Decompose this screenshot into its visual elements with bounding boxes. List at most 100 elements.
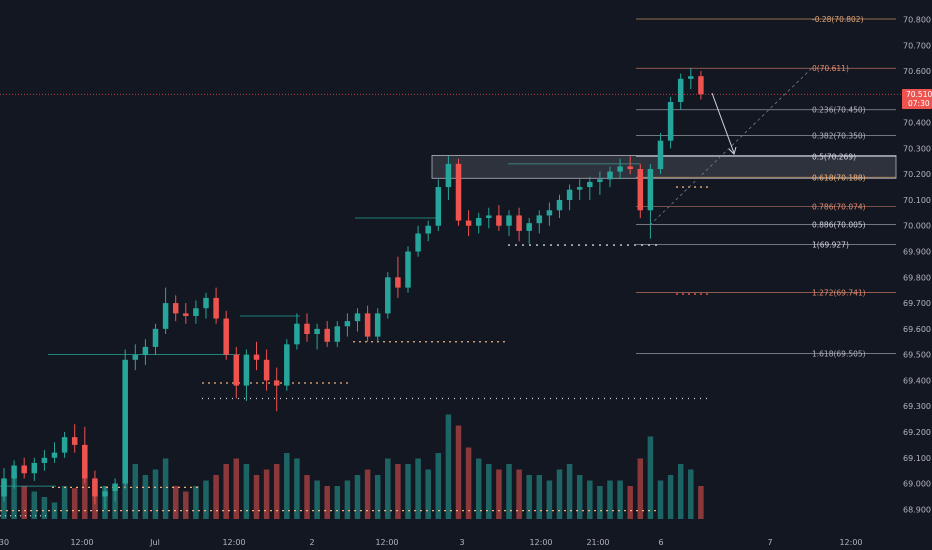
volume-bar bbox=[556, 469, 563, 519]
volume-bar bbox=[698, 486, 704, 519]
candle-body bbox=[385, 277, 391, 314]
x-tick-label: 12:00 bbox=[839, 538, 862, 547]
y-tick-label: 69.500 bbox=[903, 351, 931, 360]
candle-body bbox=[71, 437, 78, 445]
candle-body bbox=[41, 457, 48, 463]
candle-body bbox=[112, 483, 118, 492]
y-tick-label: 69.200 bbox=[903, 428, 931, 437]
candle-body bbox=[122, 359, 128, 484]
volume-bar bbox=[395, 464, 401, 519]
candle-body bbox=[1, 478, 7, 497]
volume-bar bbox=[597, 486, 603, 519]
y-tick-label: 70.400 bbox=[903, 119, 931, 128]
candle-body bbox=[587, 181, 593, 188]
y-tick-label: 68.900 bbox=[903, 505, 931, 514]
fib-level-label: 0.786(70.074) bbox=[812, 203, 866, 212]
volume-bar bbox=[435, 453, 442, 519]
candle-body bbox=[395, 277, 401, 288]
volume-bar bbox=[314, 480, 320, 519]
volume-bar bbox=[546, 480, 553, 519]
candle-body bbox=[344, 321, 351, 327]
volume-bar bbox=[61, 486, 68, 519]
volume-bar bbox=[455, 425, 462, 519]
volume-bar bbox=[132, 464, 139, 519]
candle-body bbox=[162, 303, 169, 329]
volume-bar bbox=[82, 469, 88, 519]
candle-body bbox=[475, 218, 482, 226]
volume-bar bbox=[112, 491, 118, 519]
volume-bar bbox=[374, 475, 381, 519]
volume-bar bbox=[516, 469, 522, 519]
candle-body bbox=[193, 308, 199, 316]
y-tick-label: 69.300 bbox=[903, 402, 931, 411]
volume-bar bbox=[415, 458, 421, 519]
candle-body bbox=[31, 462, 38, 474]
candle-body bbox=[677, 78, 684, 102]
volume-bar bbox=[486, 464, 492, 519]
x-tick-label: 12:00 bbox=[529, 538, 552, 547]
volume-bar bbox=[364, 469, 371, 519]
horizontal-rays bbox=[0, 163, 710, 517]
volume-bar bbox=[11, 475, 17, 519]
x-tick-label: 12:00 bbox=[222, 538, 245, 547]
volume-bar bbox=[253, 475, 260, 519]
candle-body bbox=[203, 297, 209, 309]
candle-body bbox=[546, 210, 553, 216]
candle-body bbox=[566, 189, 573, 200]
volume-bar bbox=[465, 447, 472, 519]
candle-body bbox=[627, 166, 633, 170]
candle-body bbox=[142, 346, 149, 355]
candle-body bbox=[273, 380, 280, 386]
x-tick-label: 12:00 bbox=[70, 538, 93, 547]
candle-body bbox=[526, 223, 532, 231]
candle-body bbox=[223, 318, 229, 355]
volume-bar bbox=[617, 480, 623, 519]
volume-bar bbox=[506, 464, 512, 519]
y-tick-label: 70.700 bbox=[903, 41, 931, 50]
volume-bar bbox=[263, 469, 270, 519]
y-tick-label: 70.800 bbox=[903, 16, 931, 25]
candle-body bbox=[354, 313, 361, 322]
volume-bar bbox=[354, 475, 361, 519]
fib-level-label: 0.236(70.450) bbox=[812, 106, 866, 115]
time-axis[interactable]: 30 12:00 Jul 12:00 2 12:00 3 12:00 21:00 6 7 12:00 bbox=[0, 538, 863, 547]
price-axis[interactable]: 70.80070.70070.60070.50070.40070.30070.2… bbox=[903, 16, 931, 515]
candle-body bbox=[617, 166, 623, 172]
candle-body bbox=[82, 444, 88, 479]
y-tick-label: 70.000 bbox=[903, 222, 931, 231]
fib-zone[interactable] bbox=[431, 154, 897, 179]
candle-body bbox=[374, 313, 381, 337]
volume-bar bbox=[637, 458, 644, 519]
volume-bar bbox=[627, 486, 633, 519]
volume-bar bbox=[21, 486, 27, 519]
y-tick-label: 69.400 bbox=[903, 376, 931, 385]
candle-body bbox=[698, 76, 704, 95]
drawings[interactable] bbox=[0, 67, 902, 226]
candle-body bbox=[102, 491, 108, 497]
volume-bar bbox=[172, 486, 179, 519]
y-tick-label: 69.100 bbox=[903, 454, 931, 463]
trend-line[interactable] bbox=[649, 67, 813, 226]
candle-body bbox=[152, 328, 159, 347]
volume-bar bbox=[385, 458, 391, 519]
fib-level-label: 0.382(70.350) bbox=[812, 132, 866, 141]
last-price-label: 70.510 bbox=[906, 90, 932, 99]
candle-body bbox=[657, 140, 664, 170]
fibonacci-extension[interactable]: -0.28(70.802) 0(70.611) 0.236(70.450) 0.382… bbox=[431, 15, 897, 358]
candle-body bbox=[647, 169, 654, 211]
x-tick-label: 30 bbox=[0, 538, 9, 547]
x-tick-label: 6 bbox=[658, 538, 663, 547]
candle-body bbox=[324, 328, 330, 342]
candle-body bbox=[233, 354, 240, 386]
volume-bar bbox=[657, 480, 664, 519]
arrow-head bbox=[728, 146, 737, 155]
candle-body bbox=[11, 465, 17, 479]
arrow-line[interactable] bbox=[711, 92, 735, 154]
candle-body bbox=[314, 328, 320, 335]
candle-body bbox=[486, 215, 492, 219]
y-tick-label: 69.800 bbox=[903, 273, 931, 282]
x-tick-label: Jul bbox=[149, 538, 160, 547]
candle-body bbox=[688, 76, 694, 79]
x-tick-label: 3 bbox=[459, 538, 464, 547]
